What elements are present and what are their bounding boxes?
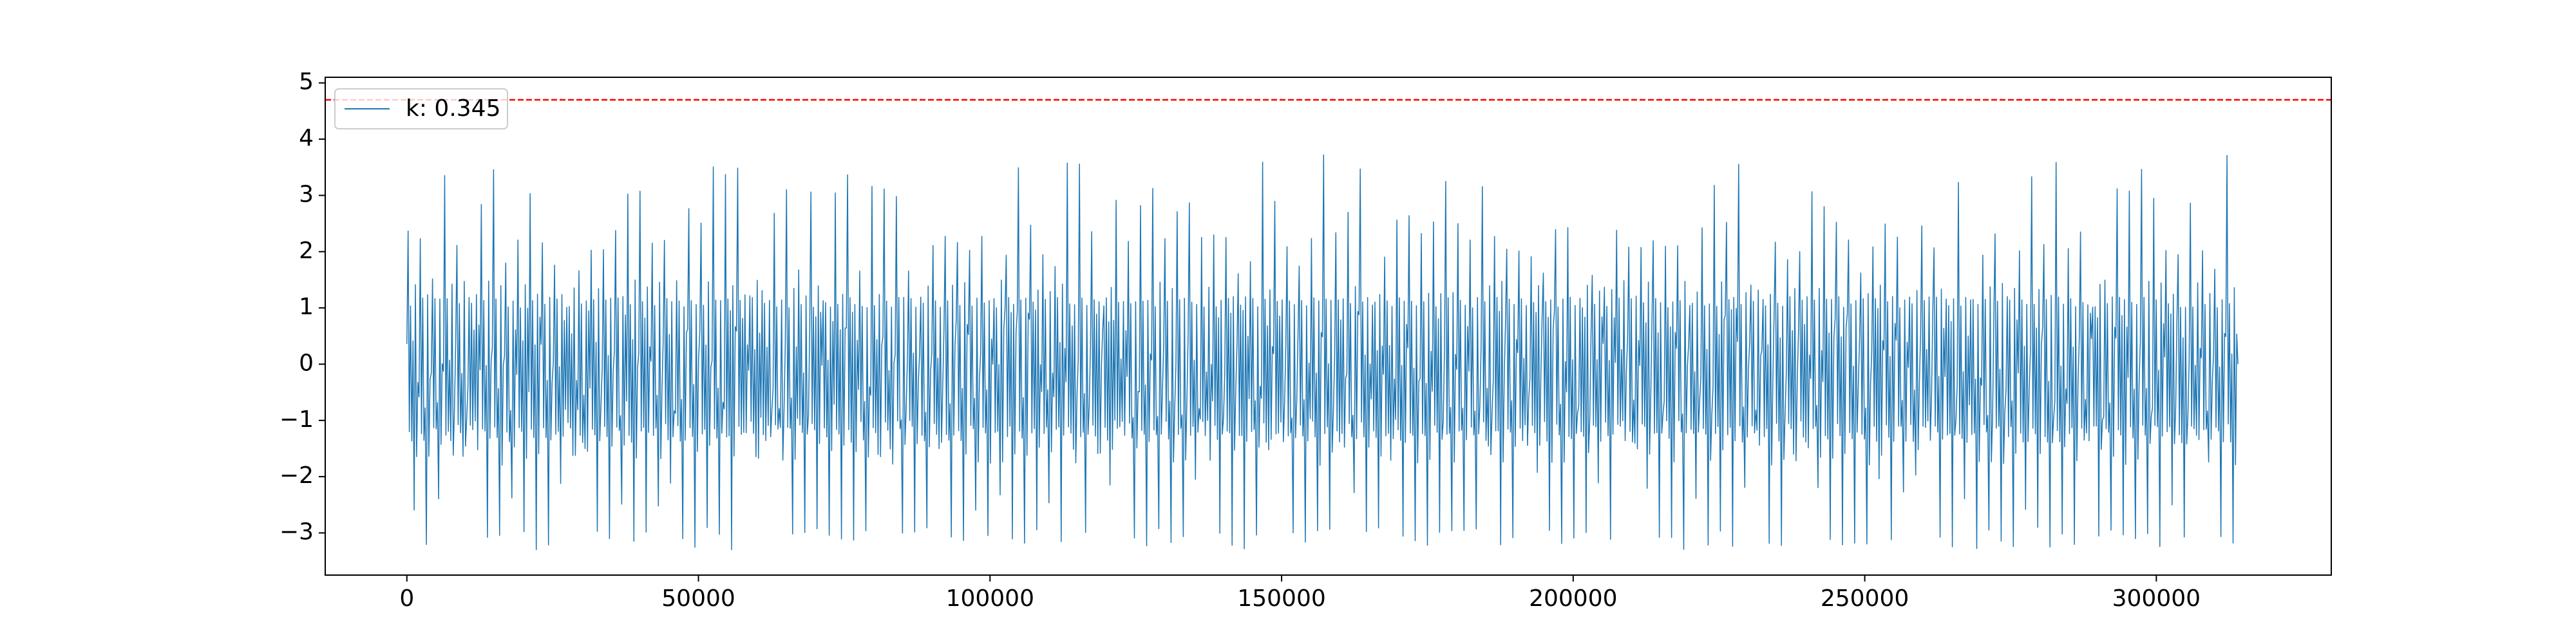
x-tick-label: 100000 — [946, 585, 1034, 612]
y-tick-label: −2 — [279, 462, 314, 489]
series-layer — [406, 154, 2239, 551]
x-tick-label: 0 — [399, 585, 414, 612]
plot-area-frame — [325, 77, 2332, 576]
legend-box — [334, 88, 508, 129]
x-tick-label: 250000 — [1821, 585, 1909, 612]
x-tick-label: 200000 — [1529, 585, 1617, 612]
y-tick-label: 2 — [299, 238, 314, 264]
x-tick-label: 50000 — [661, 585, 735, 612]
y-tick-label: 3 — [299, 181, 314, 207]
y-tick-label: 1 — [299, 294, 314, 320]
y-tick-label: −3 — [279, 518, 314, 545]
y-tick-label: 0 — [299, 350, 314, 376]
y-tick-label: 4 — [299, 125, 314, 151]
y-tick-label: 5 — [299, 69, 314, 95]
x-tick-label: 300000 — [2112, 585, 2201, 612]
x-tick-label: 150000 — [1237, 585, 1325, 612]
legend: k: 0.345 — [334, 88, 508, 129]
legend-label: k: 0.345 — [406, 95, 500, 122]
series-line — [406, 154, 2239, 551]
y-axis: −3 −2 −1 0 1 2 3 4 5 — [279, 69, 325, 545]
x-axis: 0 50000 100000 150000 200000 250000 300000 — [399, 575, 2201, 612]
y-tick-label: −1 — [279, 406, 314, 433]
